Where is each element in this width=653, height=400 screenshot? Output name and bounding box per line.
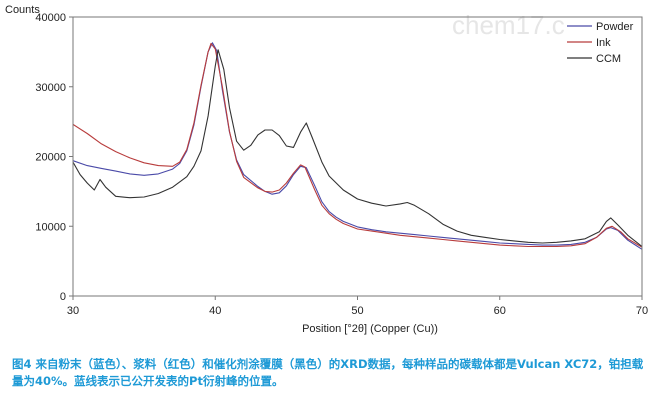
x-tick-label: 70 [636,305,648,317]
y-tick-label: 10000 [35,221,66,233]
legend-label-ccm: CCM [596,53,621,65]
series-line-powder [72,42,643,250]
xrd-chart: chem17.c 0 10000 20000 30000 40000 30 40 50 60 7… [5,4,648,335]
x-tick-label: 50 [351,305,363,317]
y-axis-title: Counts [5,4,40,16]
x-tick-label: 40 [209,305,221,317]
plot-frame [72,16,643,297]
y-tick-label: 20000 [35,152,66,164]
plot-lines [72,42,643,250]
legend: Powder Ink CCM [567,21,634,65]
figure-caption: 图4 来自粉末（蓝色）、浆料（红色）和催化剂涂覆膜（黑色）的XRD数据，每种样品… [12,357,644,388]
series-line-ccm [72,49,643,247]
x-axis-title: Position [°2θ] (Copper (Cu)) [302,323,438,335]
y-tick-label: 30000 [35,82,66,94]
y-tick-label: 0 [60,291,66,303]
legend-label-powder: Powder [596,21,634,33]
x-tick-label: 30 [67,305,79,317]
x-axis: 30 40 50 60 70 [67,296,648,317]
x-tick-label: 60 [494,305,506,317]
watermark-text: chem17.c [452,10,565,40]
y-tick-label: 40000 [35,12,66,24]
series-line-ink [72,42,643,248]
y-axis: 0 10000 20000 30000 40000 [35,12,73,303]
legend-label-ink: Ink [596,37,611,49]
